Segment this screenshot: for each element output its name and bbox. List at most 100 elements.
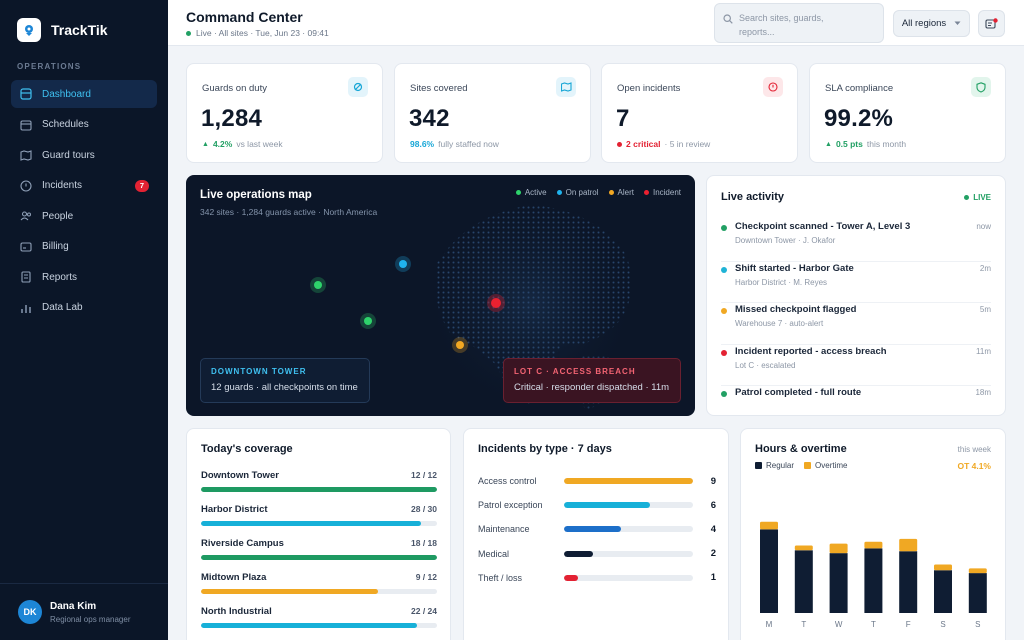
coverage-row[interactable]: Riverside Campus 18 / 18	[201, 538, 437, 572]
sidebar-item-schedules[interactable]: Schedules	[11, 111, 157, 139]
kpi-value: 1,284	[201, 105, 263, 132]
list-item[interactable]: Checkpoint scanned - Tower A, Level 3 Do…	[721, 220, 991, 262]
kpi-guards-on-duty[interactable]: Guards on duty 1,284 ▲ 4.2% vs last week	[186, 63, 383, 163]
coverage-bar	[201, 487, 437, 492]
legend-incident: Incident	[643, 188, 681, 197]
header: Command Center Live · All sites · Tue, J…	[168, 0, 1024, 46]
incident-count: 9	[710, 475, 716, 487]
coverage-row[interactable]: Midtown Plaza 9 / 12	[201, 572, 437, 606]
bar-regular[interactable]	[934, 570, 952, 613]
bar-regular[interactable]	[968, 573, 987, 613]
incident-type-row[interactable]: Medical 2	[478, 542, 716, 566]
bar-regular[interactable]	[829, 553, 848, 613]
incident-bar	[564, 502, 693, 509]
site-name: Riverside Campus	[201, 538, 284, 549]
bar-regular[interactable]	[794, 550, 813, 613]
list-item[interactable]: Shift started - Harbor Gate Harbor Distr…	[721, 262, 991, 303]
bar-regular[interactable]	[760, 529, 778, 613]
bar-regular[interactable]	[899, 551, 918, 613]
user-profile[interactable]: DK Dana Kim Regional ops manager	[0, 583, 168, 640]
coverage-row[interactable]: North Industrial 22 / 24	[201, 606, 437, 640]
site-staffing: 28 / 30	[411, 504, 437, 514]
sidebar-item-reports[interactable]: Reports	[11, 263, 157, 291]
status-dot	[721, 349, 727, 356]
bar-overtime[interactable]	[968, 568, 987, 574]
site-name: Midtown Plaza	[201, 572, 267, 583]
brand[interactable]: TrackTik	[17, 18, 108, 42]
coverage-title: Today's coverage	[201, 443, 293, 455]
bar-regular[interactable]	[864, 548, 883, 613]
coverage-row[interactable]: Downtown Tower 12 / 12	[201, 470, 437, 504]
x-tick-label: T	[871, 620, 876, 629]
incident-bar-fill	[564, 526, 622, 533]
incident-type-row[interactable]: Theft / loss 1	[478, 566, 716, 590]
coverage-bar	[201, 521, 437, 526]
callout-text: Critical · responder dispatched · 11m	[514, 382, 670, 393]
hours-legend: Regular Overtime	[755, 461, 847, 470]
incident-type-row[interactable]: Patrol exception 6	[478, 493, 716, 517]
guard-badge-icon	[348, 77, 368, 97]
activity-meta: Harbor District · M. Reyes	[735, 277, 828, 287]
activity-meta: Lot C · escalated	[735, 360, 796, 370]
sidebar-item-billing[interactable]: Billing	[11, 233, 157, 261]
activity-time: 2m	[979, 263, 991, 273]
coverage-bar	[201, 623, 437, 628]
activity-meta: Downtown Tower · J. Okafor	[735, 236, 836, 245]
kpi-sla-compliance[interactable]: SLA compliance 99.2% ▲ 0.5 pts this mont…	[809, 63, 1006, 163]
sidebar-item-label: Billing	[42, 241, 69, 252]
activity-text: Incident reported - access breach	[735, 345, 887, 357]
kpi-value: 99.2%	[824, 105, 894, 132]
legend-on-patrol: On patrol	[556, 188, 599, 197]
x-tick-label: F	[906, 620, 911, 629]
x-tick-label: W	[835, 620, 843, 629]
coverage-row[interactable]: Harbor District 28 / 30	[201, 504, 437, 538]
critical-dot	[617, 141, 622, 147]
search-input[interactable]: Search sites, guards, reports...	[714, 3, 884, 43]
incidents-title: Incidents by type · 7 days	[478, 443, 612, 455]
brand-logo-icon	[17, 18, 41, 42]
incident-type-row[interactable]: Maintenance 4	[478, 517, 716, 541]
bar-overtime[interactable]	[829, 543, 848, 554]
bar-overtime[interactable]	[934, 564, 952, 571]
trend-up-icon: ▲	[202, 140, 209, 148]
activity-text: Missed checkpoint flagged	[735, 304, 857, 315]
region-select[interactable]: All regions	[893, 10, 970, 37]
hours-title: Hours & overtime	[755, 443, 847, 455]
incident-bar	[564, 478, 693, 485]
bar-overtime[interactable]	[760, 521, 778, 530]
bar-overtime[interactable]	[899, 538, 918, 552]
coverage-bar-fill	[201, 521, 422, 526]
sidebar-item-dashboard[interactable]: Dashboard	[11, 80, 157, 108]
sidebar-item-people[interactable]: People	[11, 202, 157, 230]
kpi-foot: ▲ 4.2% vs last week	[202, 139, 283, 149]
activity-text: Patrol completed - full route	[735, 387, 862, 398]
activity-time: 18m	[975, 388, 991, 397]
nav-section-label: OPERATIONS	[17, 62, 82, 71]
kpi-delta: 98.6%	[410, 139, 435, 149]
notifications-button[interactable]	[978, 10, 1005, 37]
incidents-count-badge: 7	[135, 179, 149, 192]
kpi-note: this month	[866, 139, 907, 149]
kpi-note: · 5 in review	[664, 139, 711, 149]
list-item[interactable]: Incident reported - access breach Lot C …	[721, 345, 991, 386]
callout-downtown-tower[interactable]: DOWNTOWN TOWER 12 guards · all checkpoin…	[200, 358, 370, 403]
coverage-bar-fill	[201, 623, 418, 628]
incident-type-row[interactable]: Access control 9	[478, 469, 716, 493]
incidents-list: Access control 9 Patrol exception 6 Mainte…	[478, 469, 716, 590]
sidebar-item-incidents[interactable]: Incidents 7	[11, 172, 157, 200]
callout-lot-c-breach[interactable]: LOT C · ACCESS BREACH Critical · respond…	[503, 358, 681, 403]
kpi-open-incidents[interactable]: Open incidents 7 2 critical · 5 in revie…	[601, 63, 798, 163]
sidebar-item-guard-tours[interactable]: Guard tours	[11, 141, 157, 169]
bar-overtime[interactable]	[794, 545, 813, 551]
bar-overtime[interactable]	[864, 541, 883, 549]
live-operations-map[interactable]: Live operations map 342 sites · 1,284 gu…	[186, 175, 695, 416]
list-item[interactable]: Patrol completed - full route 18m	[721, 386, 991, 428]
kpi-sites-covered[interactable]: Sites covered 342 98.6% fully staffed no…	[394, 63, 591, 163]
list-item[interactable]: Missed checkpoint flagged Warehouse 7 · …	[721, 303, 991, 345]
site-staffing: 9 / 12	[415, 572, 437, 582]
site-name: North Industrial	[201, 606, 272, 617]
coverage-bar	[201, 589, 437, 594]
kpi-label: Open incidents	[617, 83, 681, 94]
live-dot	[186, 30, 191, 36]
sidebar-item-data-lab[interactable]: Data Lab	[11, 294, 157, 322]
